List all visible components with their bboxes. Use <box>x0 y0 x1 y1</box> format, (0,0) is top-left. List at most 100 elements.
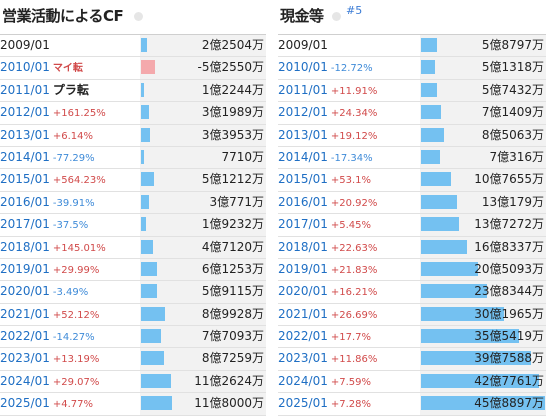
value-cell-bg <box>140 281 266 303</box>
row-change-pct: -14.27% <box>52 332 95 344</box>
table-row: 2019/01 +21.83% 20億5093万 <box>278 258 546 282</box>
row-date-cell: 2019/01 +21.83% <box>278 259 377 281</box>
value-cell-bg <box>140 124 266 146</box>
row-change-pct: +161.25% <box>52 108 106 120</box>
table-row: 2016/01 -39.91% 3億771万 <box>0 191 266 215</box>
row-value: 13億7272万 <box>474 217 544 232</box>
table-row: 2017/01 -37.5% 1億9232万 <box>0 214 266 237</box>
row-date: 2022/01 <box>278 329 328 344</box>
row-date-cell: 2016/01 +20.92% <box>278 192 377 214</box>
value-bar <box>141 172 155 187</box>
row-date-cell: 2010/01 -12.72% <box>278 57 373 79</box>
row-change-pct: +29.07% <box>52 376 100 388</box>
row-date: 2009/01 <box>0 38 50 52</box>
value-bar <box>141 373 171 388</box>
row-date-cell: 2024/01 +7.59% <box>278 371 371 393</box>
value-bar <box>141 127 150 142</box>
row-date: 2023/01 <box>0 351 50 366</box>
row-change-pct: -37.5% <box>52 220 89 232</box>
row-change-pct: +26.69% <box>330 309 378 321</box>
row-change-pct: +5.45% <box>330 220 372 232</box>
table-row: 2022/01 +17.7% 35億5419万 <box>278 326 546 349</box>
row-date: 2011/01 <box>278 82 328 97</box>
value-bar <box>421 127 445 142</box>
value-cell-bg <box>140 35 266 57</box>
row-date-cell: 2013/01 +19.12% <box>278 125 377 147</box>
row-date-cell: 2017/01 +5.45% <box>278 214 371 236</box>
value-bar <box>141 239 154 254</box>
value-cell-bg <box>140 57 266 79</box>
row-value: 3億3953万 <box>201 127 264 142</box>
row-date-cell: 2018/01 +22.63% <box>278 237 377 259</box>
table-row: 2022/01 -14.27% 7億7093万 <box>0 326 266 349</box>
table-row: 2013/01 +6.14% 3億3953万 <box>0 124 266 147</box>
row-change-pct: +7.59% <box>330 376 372 388</box>
value-cell-bg <box>140 370 266 393</box>
row-date: 2019/01 <box>0 261 50 276</box>
value-cell-bg <box>140 258 266 281</box>
value-cell-bg <box>420 102 546 124</box>
value-bar <box>421 194 457 209</box>
row-date: 2012/01 <box>278 105 328 120</box>
table-row: 2011/01 +11.91% 5億7432万 <box>278 79 546 103</box>
table-row: 2014/01 -17.34% 7億316万 <box>278 146 546 170</box>
row-value: 35億5419万 <box>474 329 544 344</box>
table-row: 2019/01 +29.99% 6億1253万 <box>0 258 266 282</box>
row-value: 13億179万 <box>481 194 544 209</box>
value-cell-bg <box>420 146 546 169</box>
row-value: 45億8897万 <box>474 396 544 411</box>
row-date-cell: 2017/01 -37.5% <box>0 214 88 236</box>
row-date: 2020/01 <box>0 284 50 299</box>
info-dot-icon[interactable] <box>332 12 341 21</box>
value-bar <box>421 38 438 52</box>
row-change-pct: +6.14% <box>52 130 94 142</box>
row-date-cell: 2012/01 +161.25% <box>0 102 106 124</box>
row-date-cell: 2018/01 +145.01% <box>0 237 106 259</box>
row-date: 2016/01 <box>278 194 328 209</box>
row-date: 2017/01 <box>0 217 50 232</box>
row-date: 2014/01 <box>0 149 50 164</box>
value-cell-bg <box>140 236 266 258</box>
row-date-cell: 2025/01 +4.77% <box>0 393 93 415</box>
row-date-cell: 2010/01 マイ転 <box>0 57 83 79</box>
row-date-cell: 2023/01 +11.86% <box>278 348 377 370</box>
value-bar <box>141 261 158 276</box>
value-bar <box>141 306 165 321</box>
row-change-pct: +11.91% <box>330 85 378 97</box>
table-row: 2016/01 +20.92% 13億179万 <box>278 191 546 215</box>
row-change-pct: +29.99% <box>52 264 100 276</box>
cash-title: 現金等 <box>280 7 324 25</box>
value-cell-bg <box>140 348 266 370</box>
row-change-pct: -17.34% <box>330 152 373 164</box>
value-bar <box>421 239 468 254</box>
cash-rank-link[interactable]: #5 <box>346 4 363 17</box>
row-date-cell: 2014/01 -77.29% <box>0 147 95 169</box>
info-dot-icon[interactable] <box>134 12 143 21</box>
row-date-cell: 2009/01 <box>0 35 50 56</box>
value-bar <box>421 60 436 75</box>
row-value: 16億8337万 <box>474 239 544 254</box>
row-change-pct: +13.19% <box>52 354 100 366</box>
value-cell-bg <box>140 102 266 124</box>
cash-table: 2009/01 5億8797万 2010/01 -12.72% 5億1318万 2011/… <box>278 34 546 416</box>
row-value: 10億7655万 <box>474 172 544 187</box>
row-date-cell: 2009/01 <box>278 35 328 56</box>
table-row: 2025/01 +7.28% 45億8897万 <box>278 393 546 416</box>
row-date: 2021/01 <box>0 306 50 321</box>
value-cell-bg <box>140 326 266 348</box>
value-bar <box>141 105 150 120</box>
row-change-pct: -3.49% <box>52 287 89 299</box>
operating-cf-title: 営業活動によるCF <box>2 7 124 25</box>
value-cell-bg <box>140 79 266 102</box>
row-value: 8億5063万 <box>481 127 544 142</box>
row-date: 2009/01 <box>278 38 328 52</box>
cash-panel: 現金等 #5 2009/01 5億8797万 2010/01 -12.72% 5億131… <box>278 0 546 416</box>
row-date: 2020/01 <box>278 284 328 299</box>
row-date-cell: 2024/01 +29.07% <box>0 371 99 393</box>
row-date: 2017/01 <box>278 217 328 232</box>
row-change-pct: +7.28% <box>330 399 372 411</box>
table-row: 2015/01 +564.23% 5億1212万 <box>0 169 266 192</box>
value-bar <box>421 105 441 120</box>
financial-tables: 営業活動によるCF 2009/01 2億2504万 2010/01 マイ転 -5億255… <box>0 4 546 416</box>
negative-value-bar <box>141 60 155 75</box>
